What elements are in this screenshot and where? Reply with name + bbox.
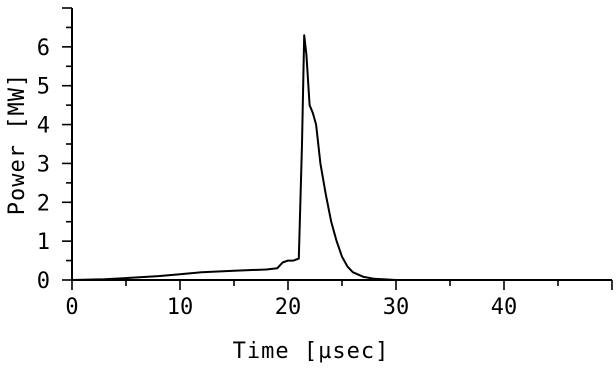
y-axis-label: Power [MW] xyxy=(5,73,30,215)
x-tick-label: 40 xyxy=(491,295,518,320)
plot-area: 0 10 20 30 40 0 1 2 3 4 5 6 Time [µsec] Power [MW] xyxy=(5,7,613,364)
y-tick-label: 0 xyxy=(37,269,50,294)
x-axis-label: Time [µsec] xyxy=(233,339,390,364)
y-tick-label: 6 xyxy=(37,36,50,61)
y-tick-label: 1 xyxy=(37,230,50,255)
x-tick-label: 30 xyxy=(383,295,410,320)
x-tick-label: 20 xyxy=(275,295,302,320)
series-line-0 xyxy=(71,34,612,281)
y-tick-label: 2 xyxy=(37,191,50,216)
x-tick-label: 10 xyxy=(167,295,194,320)
x-tick-label: 0 xyxy=(65,295,78,320)
y-tick-label: 3 xyxy=(37,152,50,177)
y-tick-label: 5 xyxy=(37,75,50,100)
y-tick-label: 4 xyxy=(37,114,50,139)
